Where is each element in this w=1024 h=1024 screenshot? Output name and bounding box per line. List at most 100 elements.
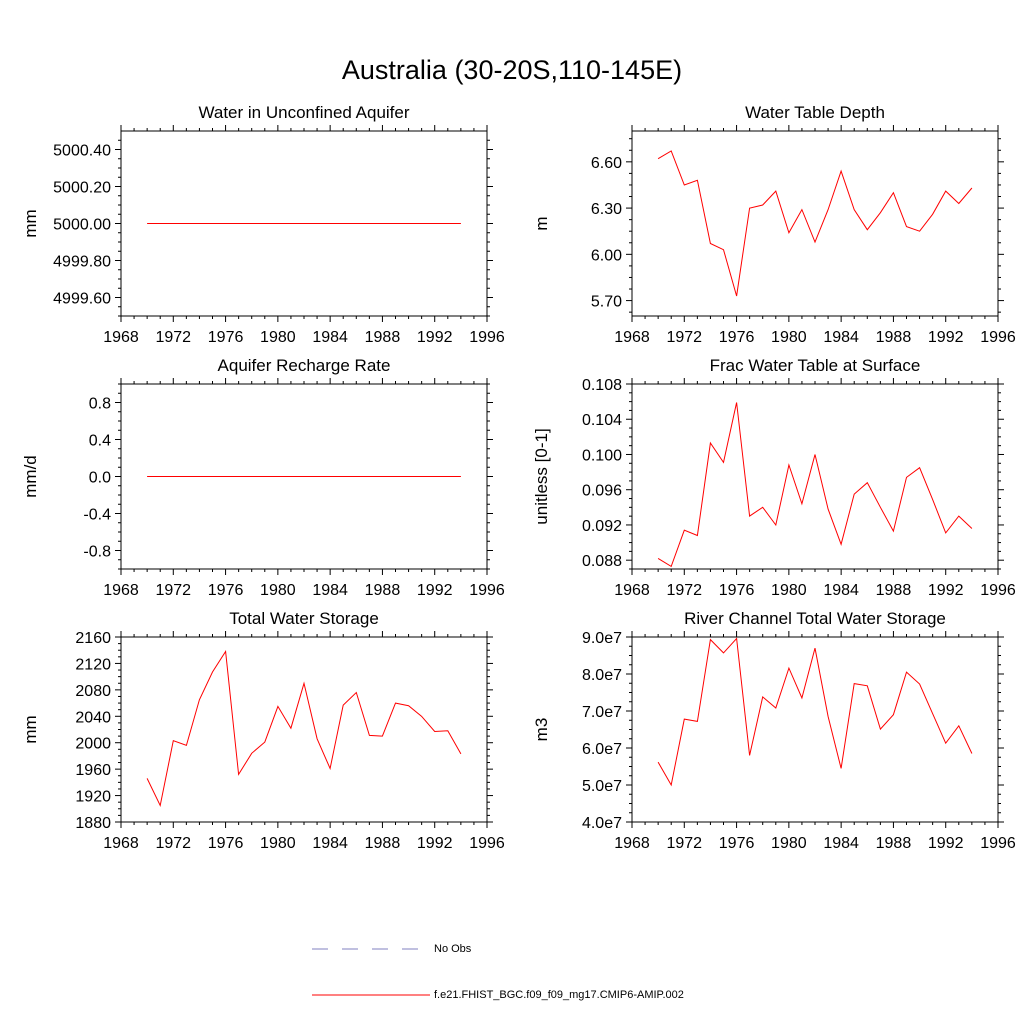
panels-group: Water in Unconfined Aquifer mm 1968 1972 197… <box>21 103 1016 852</box>
y-tick-label: 1960 <box>75 762 111 779</box>
x-tick-label: 1996 <box>469 329 505 346</box>
x-tick-label: 1976 <box>719 329 755 346</box>
y-tick-label: 0.0 <box>89 470 111 487</box>
y-tick-label: 5.70 <box>591 294 622 311</box>
x-tick-label: 1972 <box>666 582 702 599</box>
y-tick-label: 6.30 <box>591 201 622 218</box>
y-tick-label: 2040 <box>75 709 111 726</box>
y-axis-label: unitless [0-1] <box>532 428 551 524</box>
y-axis-label: m3 <box>532 718 551 742</box>
y-axis-label: m <box>532 216 551 230</box>
y-tick-label: 2120 <box>75 656 111 673</box>
y-axis-label: mm <box>21 715 40 743</box>
panel-title: Total Water Storage <box>229 609 379 628</box>
y-tick-label: 7.0e7 <box>582 704 622 721</box>
legend-model-label: f.e21.FHIST_BGC.f09_f09_mg17.CMIP6-AMIP.… <box>434 989 684 1001</box>
y-tick-label: 0.4 <box>89 433 111 450</box>
x-tick-label: 1980 <box>771 835 807 852</box>
legend-obs-label: No Obs <box>434 943 472 955</box>
x-tick-label: 1968 <box>614 329 650 346</box>
y-tick-label: 5.0e7 <box>582 778 622 795</box>
x-tick-label: 1992 <box>417 835 453 852</box>
y-axis-label: mm <box>21 209 40 237</box>
x-tick-label: 1968 <box>614 582 650 599</box>
x-tick-label: 1984 <box>823 835 859 852</box>
x-tick-label: 1976 <box>208 835 244 852</box>
y-tick-label: 2160 <box>75 630 111 647</box>
x-tick-label: 1972 <box>155 835 191 852</box>
x-tick-label: 1980 <box>260 835 296 852</box>
panel-1: Water in Unconfined Aquifer mm 1968 1972 197… <box>21 103 505 346</box>
y-tick-label: 4.0e7 <box>582 815 622 832</box>
plot-frame <box>631 383 999 570</box>
x-tick-label: 1996 <box>980 835 1016 852</box>
y-tick-label: 5000.40 <box>53 143 111 160</box>
panel-title: Aquifer Recharge Rate <box>218 356 391 375</box>
x-tick-label: 1972 <box>155 329 191 346</box>
x-tick-label: 1976 <box>719 835 755 852</box>
y-tick-label: 5000.20 <box>53 180 111 197</box>
series-line <box>657 150 973 297</box>
x-tick-label: 1988 <box>876 329 912 346</box>
x-tick-label: 1980 <box>260 329 296 346</box>
y-tick-label: 2080 <box>75 683 111 700</box>
panel-4: Frac Water Table at Surface unitless [0-1… <box>532 356 1016 599</box>
x-tick-label: 1984 <box>823 329 859 346</box>
x-tick-label: 1972 <box>666 835 702 852</box>
y-tick-label: 0.8 <box>89 396 111 413</box>
x-tick-label: 1968 <box>103 835 139 852</box>
x-tick-label: 1988 <box>365 835 401 852</box>
x-tick-label: 1996 <box>980 329 1016 346</box>
panel-title: Water Table Depth <box>745 103 885 122</box>
legend <box>312 948 430 996</box>
x-tick-label: 1984 <box>312 329 348 346</box>
x-tick-label: 1968 <box>103 329 139 346</box>
plot-frame <box>631 130 999 317</box>
x-tick-label: 1988 <box>365 582 401 599</box>
y-tick-label: 1920 <box>75 789 111 806</box>
y-tick-label: -0.8 <box>83 544 111 561</box>
panel-2: Water Table Depth m 1968 1972 1976 1980 1984 19… <box>532 103 1016 346</box>
y-tick-label: 0.096 <box>582 483 622 500</box>
x-tick-label: 1992 <box>928 329 964 346</box>
y-tick-label: 8.0e7 <box>582 667 622 684</box>
x-tick-label: 1984 <box>312 582 348 599</box>
y-tick-label: 4999.60 <box>53 291 111 308</box>
y-tick-label: 6.0e7 <box>582 741 622 758</box>
y-tick-label: 0.088 <box>582 553 622 570</box>
x-tick-label: 1976 <box>208 582 244 599</box>
panel-5: Total Water Storage mm 1968 1972 1976 1980 198… <box>21 609 505 852</box>
y-tick-label: 6.00 <box>591 247 622 264</box>
x-tick-label: 1992 <box>417 329 453 346</box>
x-tick-label: 1980 <box>260 582 296 599</box>
x-tick-label: 1996 <box>469 582 505 599</box>
x-tick-label: 1972 <box>155 582 191 599</box>
y-tick-label: 5000.00 <box>53 217 111 234</box>
y-tick-label: 0.108 <box>582 377 622 394</box>
x-tick-label: 1988 <box>365 329 401 346</box>
y-tick-label: 9.0e7 <box>582 630 622 647</box>
x-tick-label: 1976 <box>719 582 755 599</box>
panel-6: River Channel Total Water Storage m3 1968 1… <box>532 609 1016 852</box>
x-tick-label: 1976 <box>208 329 244 346</box>
y-tick-label: 0.104 <box>582 412 622 429</box>
plot-frame <box>120 636 488 823</box>
panel-title: Frac Water Table at Surface <box>710 356 921 375</box>
y-tick-label: 0.092 <box>582 518 622 535</box>
x-tick-label: 1984 <box>312 835 348 852</box>
x-tick-label: 1992 <box>928 835 964 852</box>
series-line <box>657 637 973 787</box>
x-tick-label: 1980 <box>771 329 807 346</box>
x-tick-label: 1980 <box>771 582 807 599</box>
y-axis-label: mm/d <box>21 455 40 498</box>
x-tick-label: 1996 <box>469 835 505 852</box>
panel-title: River Channel Total Water Storage <box>684 609 946 628</box>
x-tick-label: 1968 <box>614 835 650 852</box>
y-tick-label: 4999.80 <box>53 254 111 271</box>
y-tick-label: -0.4 <box>83 507 111 524</box>
x-tick-label: 1984 <box>823 582 859 599</box>
x-tick-label: 1988 <box>876 835 912 852</box>
y-tick-label: 0.100 <box>582 447 622 464</box>
series-line <box>657 402 973 568</box>
